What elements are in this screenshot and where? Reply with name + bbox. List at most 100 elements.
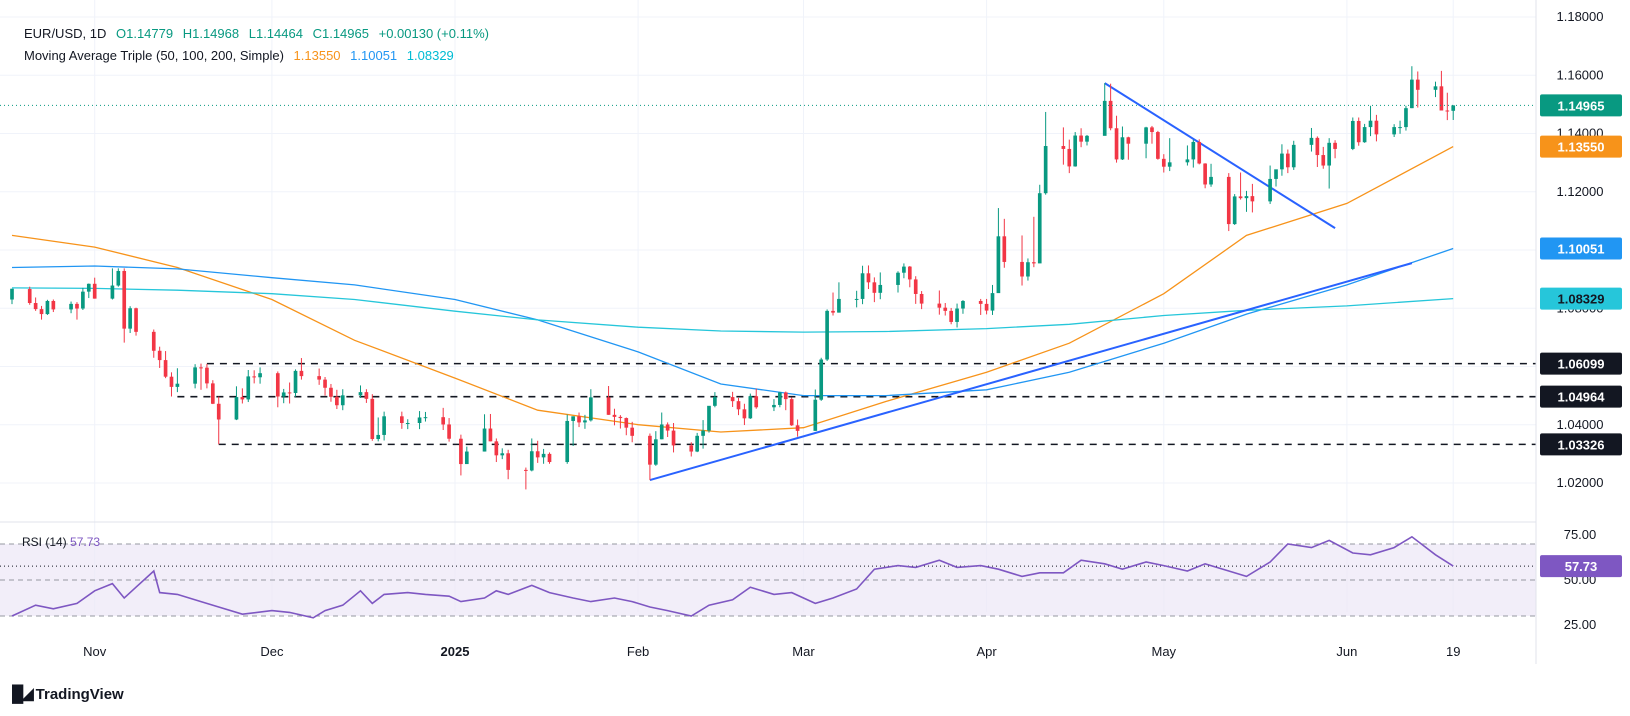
candle-body <box>854 298 859 300</box>
candle-body <box>423 417 428 419</box>
candle-body <box>1150 127 1154 133</box>
symbol-header: EUR/USD, 1D O1.14779 H1.14968 L1.14464 C… <box>24 26 495 41</box>
ma-indicator-label[interactable]: Moving Average Triple (50, 100, 200, Sim… <box>24 48 284 63</box>
candle-body <box>1232 196 1237 225</box>
price-label-box <box>1540 135 1622 158</box>
price-label-text: 1.08329 <box>1558 292 1605 307</box>
close-value: C1.14965 <box>312 26 369 41</box>
candle-body <box>45 300 50 315</box>
candle-body <box>1274 169 1278 179</box>
candle-body <box>919 293 924 304</box>
candle-body <box>789 399 794 426</box>
candle-body <box>736 401 741 410</box>
candle-body <box>701 430 705 436</box>
candle-body <box>299 370 304 377</box>
candle-body <box>535 451 540 458</box>
candle-body <box>459 438 463 465</box>
candle-body <box>1043 146 1048 194</box>
candle-body <box>157 350 162 361</box>
candle-body <box>825 310 829 360</box>
candle-body <box>1002 236 1007 262</box>
trendline <box>1104 82 1336 230</box>
rsi-current-label-text: 57.73 <box>1565 559 1598 574</box>
candle-body <box>1102 100 1107 136</box>
candle-body <box>571 416 575 421</box>
candle-body <box>364 392 369 399</box>
candle-body <box>648 435 652 465</box>
low-value: L1.14464 <box>248 26 303 41</box>
moving-average-line <box>11 287 1454 333</box>
candle-body <box>1209 176 1213 185</box>
candle-body <box>1114 128 1119 160</box>
ma100-value: 1.10051 <box>350 48 398 63</box>
time-tick-label: Jun <box>1336 644 1357 659</box>
candle-body <box>69 303 73 310</box>
candle-body <box>1404 108 1408 128</box>
time-tick-label: 19 <box>1446 644 1460 659</box>
candle-body <box>376 434 381 440</box>
rsi-pane <box>0 535 1536 619</box>
candle-body <box>837 298 841 313</box>
candle-body <box>1032 262 1036 264</box>
candle-body <box>659 424 664 440</box>
trendlines <box>649 82 1413 482</box>
candle-body <box>329 387 333 397</box>
candle-body <box>1238 196 1243 199</box>
candle-body <box>441 417 446 425</box>
symbol-title[interactable]: EUR/USD, 1D <box>24 26 107 41</box>
ma50-value: 1.13550 <box>293 48 341 63</box>
high-value: H1.14968 <box>182 26 240 41</box>
candle-body <box>1073 135 1078 167</box>
price-tick-label: 1.16000 <box>1557 67 1604 82</box>
candle-body <box>323 379 327 388</box>
candle-body <box>1144 127 1148 144</box>
candle-body <box>1451 105 1456 111</box>
candle-body <box>1156 132 1160 159</box>
candle-body <box>713 397 717 406</box>
ma200-value: 1.08329 <box>406 48 454 63</box>
candle-body <box>1197 141 1202 164</box>
price-tick-label: 1.02000 <box>1557 475 1604 490</box>
time-scale[interactable]: Nov Dec 2025 Feb Mar Apr May Jun 19 <box>83 644 1460 659</box>
candle-body <box>742 409 747 419</box>
rsi-tick-label: 75.00 <box>1564 527 1597 542</box>
price-label-text: 1.14965 <box>1558 98 1605 113</box>
candle-body <box>896 272 900 285</box>
candle-body <box>902 266 906 273</box>
candle-body <box>671 430 676 446</box>
candle-body <box>1026 262 1030 277</box>
candle-body <box>547 453 552 463</box>
candle-body <box>878 284 883 293</box>
level-label-box <box>1540 352 1622 375</box>
candle-body <box>577 416 581 423</box>
candle-body <box>1374 120 1379 135</box>
candle-body <box>1445 110 1450 112</box>
candle-body <box>589 397 593 421</box>
candle-body <box>624 418 629 428</box>
candle-body <box>252 376 257 378</box>
candle-body <box>1415 79 1420 90</box>
candle-body <box>772 404 776 408</box>
candle-body <box>1321 155 1326 166</box>
level-label-text: 1.03326 <box>1558 437 1605 452</box>
candle-body <box>730 397 735 402</box>
candle-body <box>1268 178 1272 202</box>
tradingview-brand[interactable]: █◢ TradingView <box>12 684 124 704</box>
candle-body <box>630 427 635 436</box>
tradingview-logo-icon: █◢ <box>12 686 34 703</box>
candle-body <box>1350 120 1355 149</box>
rsi-band-background <box>0 543 1536 617</box>
candle-body <box>665 424 670 431</box>
candle-body <box>488 428 493 442</box>
candle-body <box>984 303 989 311</box>
candle-body <box>949 310 953 322</box>
candle-body <box>695 435 699 452</box>
candle-body <box>813 399 818 431</box>
candle-body <box>1244 196 1249 199</box>
rsi-tick-label: 25.00 <box>1564 617 1597 632</box>
candle-body <box>210 383 215 404</box>
ma-header: Moving Average Triple (50, 100, 200, Sim… <box>24 48 460 63</box>
rsi-indicator-label[interactable]: RSI (14) <box>22 535 67 549</box>
candle-body <box>1167 162 1172 167</box>
